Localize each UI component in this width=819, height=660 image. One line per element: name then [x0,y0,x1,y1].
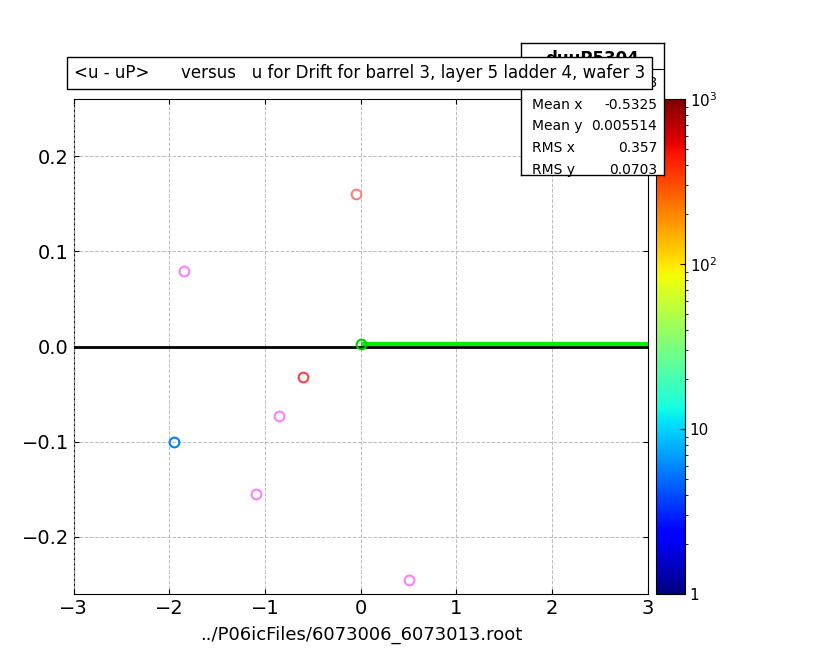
Text: Mean x: Mean x [532,98,582,112]
Text: -0.5325: -0.5325 [604,98,656,112]
Text: 0.0703: 0.0703 [609,163,656,177]
Text: 0.357: 0.357 [617,141,656,155]
Text: duuP5304: duuP5304 [545,50,639,67]
Text: RMS y: RMS y [532,163,574,177]
Text: Entries: Entries [532,76,580,90]
Text: RMS x: RMS x [532,141,574,155]
Text: Mean y: Mean y [532,119,582,133]
Text: <u - uP>      versus   u for Drift for barrel 3, layer 5 ladder 4, wafer 3: <u - uP> versus u for Drift for barrel 3… [74,64,645,82]
X-axis label: ../P06icFiles/6073006_6073013.root: ../P06icFiles/6073006_6073013.root [200,626,521,644]
Text: 2558: 2558 [621,76,656,90]
Text: 0.005514: 0.005514 [590,119,656,133]
